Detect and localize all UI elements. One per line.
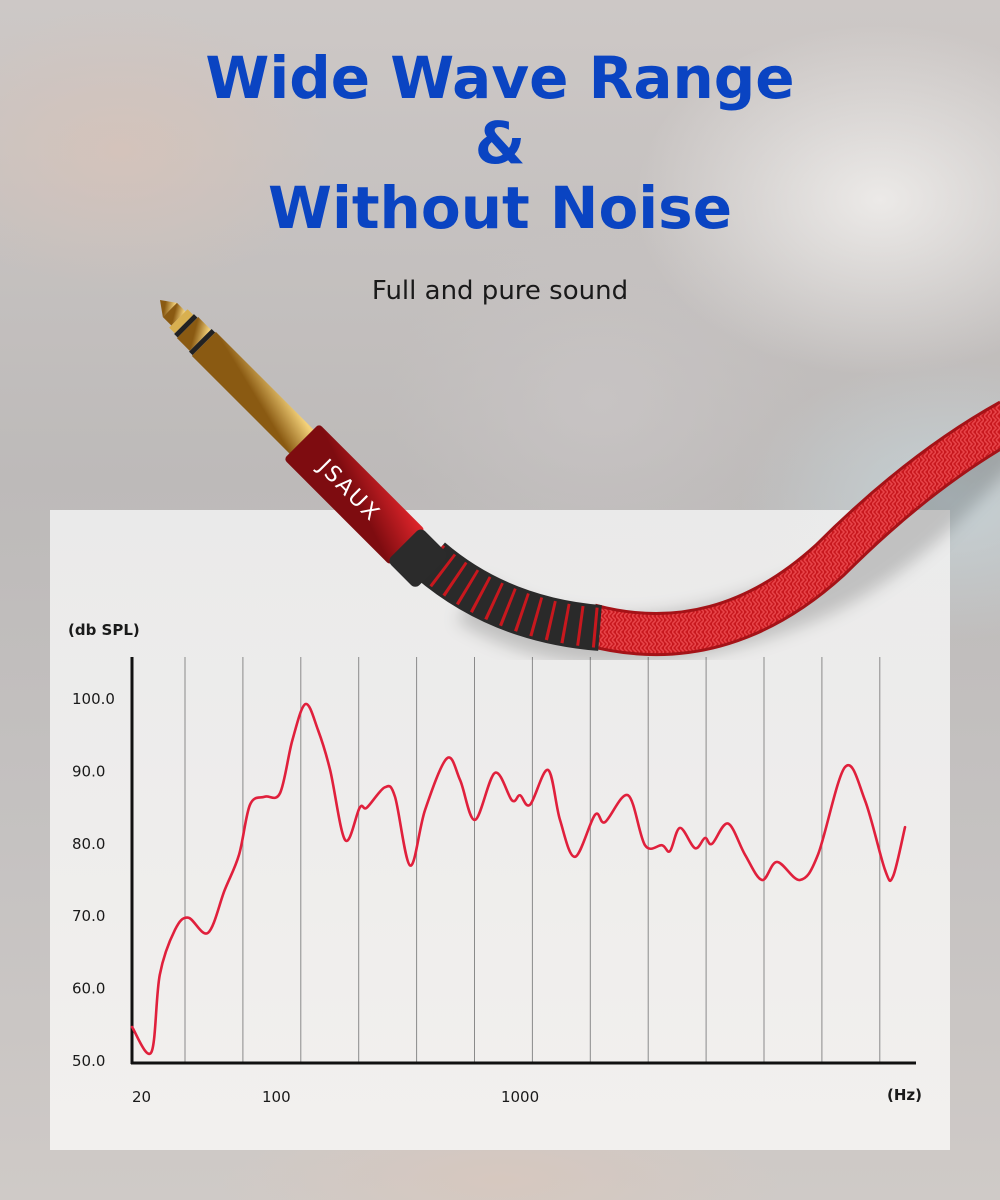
y-axis-label: (db SPL) [68,621,140,639]
headline-line-2: Without Noise [267,174,733,242]
subtitle: Full and pure sound [371,276,629,306]
x-tick-label: 100 [262,1088,291,1106]
y-tick-label: 100.0 [72,690,115,708]
y-tick-label: 60.0 [72,980,105,998]
y-tick-label: 80.0 [72,835,105,853]
plug-tip [160,300,177,317]
x-axis-label: (Hz) [887,1086,922,1104]
x-tick-label: 1000 [501,1088,539,1106]
y-tick-label: 50.0 [72,1052,105,1070]
response-curve [130,702,907,1056]
plug-sleeve [191,331,315,455]
strain-relief [415,542,603,651]
y-tick-label: 90.0 [72,762,105,780]
headline-line-1: Wide Wave Range [205,44,795,112]
x-tick-label: 20 [132,1088,151,1106]
plug-housing [285,425,424,564]
y-tick-label: 70.0 [72,907,105,925]
grid-lines [184,657,881,1062]
headline-ampersand: & [474,109,526,177]
